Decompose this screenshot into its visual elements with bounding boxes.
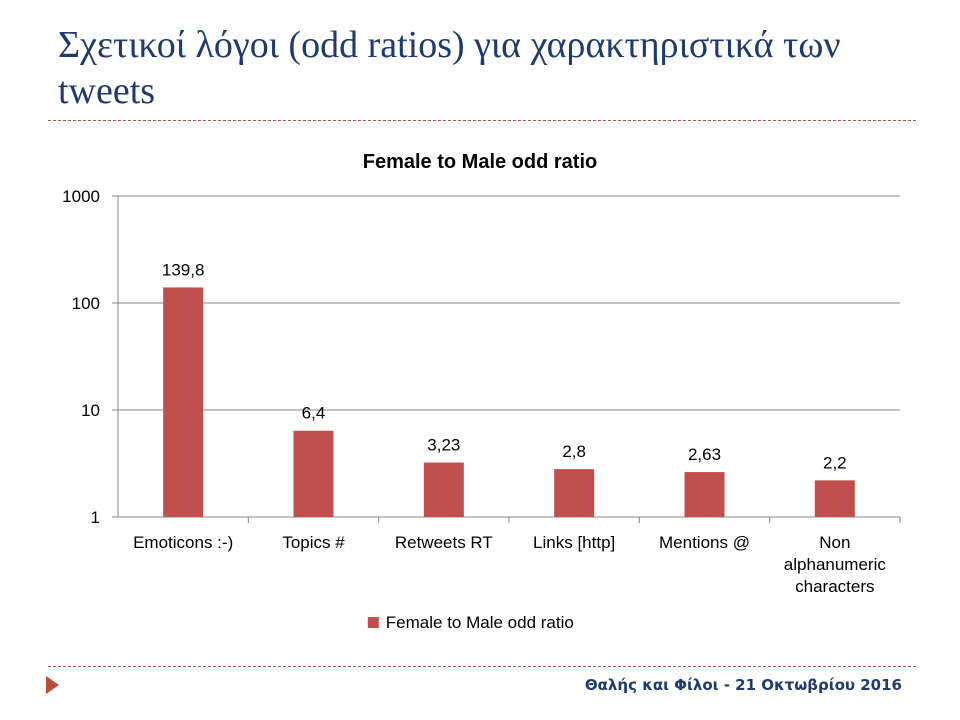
x-category-label: Mentions @ xyxy=(659,533,750,552)
bar xyxy=(293,430,334,517)
chart-title: Female to Male odd ratio xyxy=(363,151,597,173)
bar xyxy=(684,472,725,517)
y-tick-label: 10 xyxy=(81,401,100,420)
bar xyxy=(423,462,464,517)
bar xyxy=(814,480,855,517)
data-label: 2,2 xyxy=(823,453,847,472)
data-label: 2,63 xyxy=(688,445,721,464)
y-tick-label: 1 xyxy=(91,508,100,527)
x-category-label: Links [http] xyxy=(533,533,615,552)
data-label: 139,8 xyxy=(162,260,205,279)
data-label: 6,4 xyxy=(302,404,326,423)
odd-ratio-chart: Female to Male odd ratio 1 10 100 1000 139,8… xyxy=(62,151,901,632)
x-category-label: Retweets RT xyxy=(395,533,493,552)
data-label: 2,8 xyxy=(562,442,586,461)
bar xyxy=(163,287,204,517)
y-tick-label: 100 xyxy=(72,294,100,313)
bar xyxy=(554,469,595,517)
x-category-label: Topics # xyxy=(282,533,345,552)
title-divider xyxy=(48,120,916,121)
y-tick-label: 1000 xyxy=(62,187,100,206)
footer-text: Θαλής και Φίλοι - 21 Οκτωβρίου 2016 xyxy=(584,676,902,694)
legend-label: Female to Male odd ratio xyxy=(386,613,574,632)
data-label: 3,23 xyxy=(427,436,460,455)
x-category-label: characters xyxy=(795,577,874,596)
slide-title: Σχετικοί λόγοι (odd ratios) για χαρακτηρ… xyxy=(58,24,841,112)
legend-swatch xyxy=(367,617,379,628)
x-category-label: alphanumeric xyxy=(784,555,887,574)
x-category-label: Emoticons :-) xyxy=(133,533,233,552)
x-category-label: Non xyxy=(819,533,850,552)
footer-arrow-icon xyxy=(46,676,59,694)
footer-divider xyxy=(48,666,916,667)
